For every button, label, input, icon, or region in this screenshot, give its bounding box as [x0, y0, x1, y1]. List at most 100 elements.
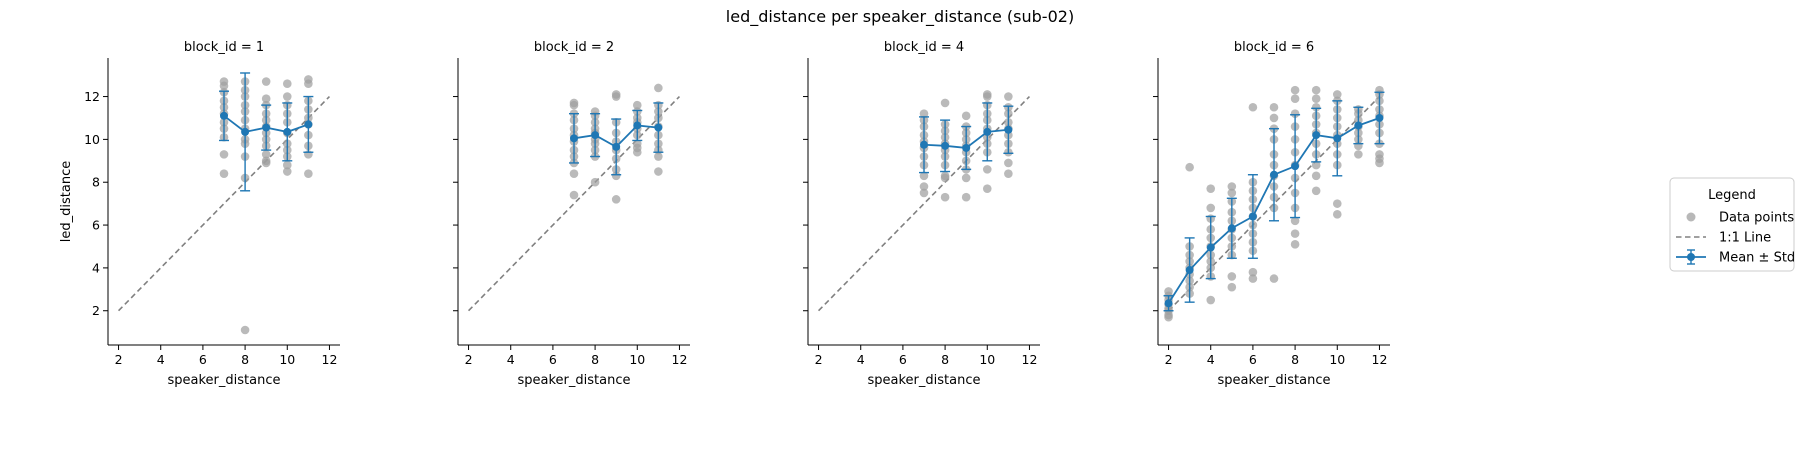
y-tick-label: 8 — [92, 175, 100, 190]
x-tick-label: 10 — [279, 352, 295, 367]
data-point — [982, 184, 992, 193]
data-point — [611, 195, 621, 204]
data-point — [261, 94, 271, 103]
y-tick-label: 6 — [92, 218, 100, 233]
x-tick-label: 8 — [1291, 352, 1299, 367]
mean-series — [569, 102, 664, 176]
x-tick-label: 2 — [465, 352, 473, 367]
data-point — [654, 167, 663, 176]
data-point — [569, 100, 579, 110]
data-point — [632, 100, 642, 110]
x-axis-label: speaker_distance — [518, 373, 631, 388]
x-tick-label: 12 — [1372, 352, 1388, 367]
data-point — [1227, 182, 1237, 191]
x-tick-label: 6 — [549, 352, 557, 367]
data-point — [1311, 160, 1321, 170]
y-tick-label: 12 — [84, 89, 100, 104]
data-point — [632, 147, 642, 157]
data-point — [940, 173, 950, 183]
x-tick-label: 4 — [507, 352, 515, 367]
data-point — [1375, 158, 1384, 168]
legend: Legend Data points 1:1 Line Mean ± Std — [1669, 177, 1795, 272]
data-point — [240, 325, 250, 335]
data-point — [1354, 150, 1363, 159]
mean-point — [962, 143, 971, 152]
mean-point — [1185, 266, 1194, 275]
legend-marker-mean-std — [1676, 249, 1706, 265]
y-axis-label: led_distance — [59, 161, 74, 242]
y-tick-label: 4 — [92, 260, 100, 275]
data-point — [1311, 94, 1321, 103]
identity-line — [1167, 95, 1381, 312]
data-point — [282, 160, 292, 170]
data-point — [1004, 92, 1013, 101]
x-axis-label: speaker_distance — [868, 373, 981, 388]
mean-point — [1312, 131, 1321, 140]
y-tick-label: 10 — [84, 132, 100, 147]
mean-point — [570, 134, 578, 143]
mean-point — [1164, 299, 1173, 308]
data-point — [940, 192, 950, 202]
data-point — [1311, 171, 1321, 181]
data-point — [982, 165, 992, 174]
mean-point — [1291, 162, 1300, 171]
data-point — [1269, 113, 1279, 123]
data-point — [1206, 295, 1216, 305]
x-tick-label: 10 — [1329, 352, 1345, 367]
x-axis-label: speaker_distance — [1218, 373, 1331, 388]
panel-block-1: block_id = 2 2 4 6 8 10 12 speaker_distance — [453, 40, 690, 388]
data-point — [1290, 109, 1300, 118]
data-point — [1290, 94, 1300, 103]
legend-label-data-points: Data points — [1719, 211, 1794, 226]
x-tick-label: 8 — [241, 352, 249, 367]
data-point — [282, 92, 292, 101]
panel-block-0: block_id = 1 2 4 6 8 10 12 2 4 6 8 10 12 speaker_dist… — [59, 40, 340, 388]
data-point — [611, 171, 621, 181]
x-tick-label: 12 — [322, 352, 338, 367]
mean-point — [1248, 212, 1257, 221]
data-point — [1332, 199, 1342, 208]
mean-point — [1270, 170, 1278, 179]
x-tick-label: 2 — [115, 352, 123, 367]
x-tick-label: 4 — [157, 352, 165, 367]
data-point — [261, 150, 271, 159]
x-tick-label: 10 — [629, 352, 645, 367]
data-point — [1248, 267, 1258, 277]
data-point — [919, 188, 929, 198]
legend-label-identity-line: 1:1 Line — [1719, 231, 1771, 246]
mean-point — [1333, 134, 1342, 143]
figure-title: led_distance per speaker_distance (sub-0… — [726, 7, 1074, 27]
data-point — [282, 167, 292, 176]
data-point — [961, 192, 971, 202]
data-point — [1004, 169, 1013, 178]
x-tick-label: 2 — [815, 352, 823, 367]
data-point — [219, 169, 229, 178]
identity-line — [817, 95, 1031, 312]
legend-title: Legend — [1708, 188, 1756, 203]
mean-series — [219, 72, 314, 192]
data-point — [919, 109, 929, 118]
panel-title: block_id = 2 — [534, 40, 614, 55]
x-tick-label: 8 — [941, 352, 949, 367]
mean-point — [304, 120, 313, 129]
data-point — [982, 92, 992, 101]
data-point — [261, 158, 271, 168]
data-point — [654, 83, 663, 93]
data-point — [1206, 184, 1216, 193]
panel-block-2: block_id = 4 2 4 6 8 10 12 speaker_distance — [803, 40, 1040, 388]
mean-point — [1206, 243, 1215, 252]
data-point — [961, 173, 971, 183]
data-point — [1248, 274, 1258, 283]
data-point — [1269, 102, 1279, 112]
legend-label-mean-std: Mean ± Std — [1719, 251, 1795, 266]
data-point — [569, 190, 579, 200]
data-point — [219, 150, 229, 159]
x-tick-label: 6 — [1249, 352, 1257, 367]
mean-point — [941, 141, 950, 150]
data-point — [1269, 274, 1279, 283]
mean-point — [262, 123, 271, 132]
data-point — [304, 79, 313, 89]
data-point — [1290, 85, 1300, 95]
